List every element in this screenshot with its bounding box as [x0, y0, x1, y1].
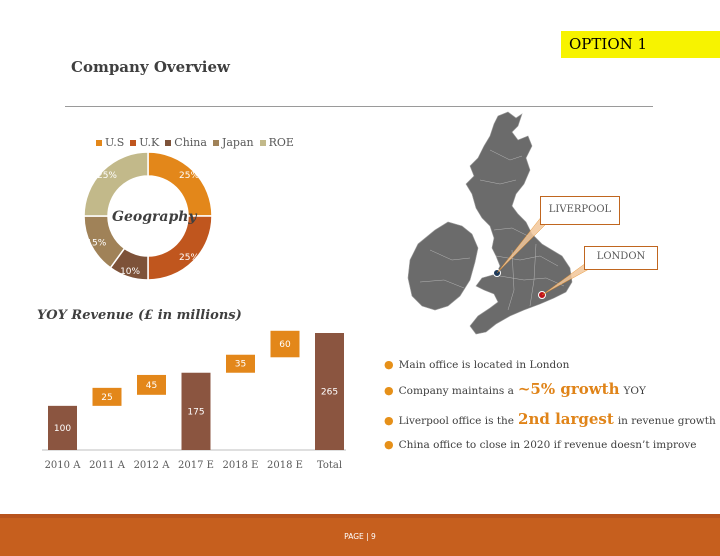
legend-swatch-uk — [130, 139, 137, 146]
waterfall-category-label: 2010 A — [45, 460, 82, 471]
waterfall-category-label: 2011 A — [89, 460, 126, 471]
donut-slice-label: 25% — [179, 171, 199, 181]
map-borders — [419, 149, 565, 311]
legend-swatch-japan — [212, 139, 219, 146]
waterfall-category-label: Total — [317, 460, 342, 471]
uk-ireland-map — [407, 111, 590, 335]
donut-slice-label: 25% — [179, 253, 199, 263]
legend-item-japan: Japan — [212, 136, 254, 149]
waterfall-category-label: 2017 E — [178, 460, 214, 471]
waterfall-delta-bar — [137, 374, 166, 395]
donut-slice-us — [147, 151, 213, 217]
legend-swatch-roe — [259, 139, 266, 146]
map-regions — [407, 111, 573, 335]
great-britain-shape — [465, 111, 573, 335]
legend-item-china: China — [165, 136, 207, 149]
bullet-dot-icon: ● — [384, 384, 394, 397]
waterfall-value-label: 100 — [54, 424, 71, 434]
page-title: Company Overview — [71, 58, 230, 76]
bullet-text: Company maintains a — [398, 385, 514, 397]
waterfall-category-label: 2012 A — [134, 460, 171, 471]
bullet-highlight: ~5% growth — [517, 380, 620, 398]
legend-item-us: U.S — [96, 136, 124, 149]
legend-item-uk: U.K — [130, 136, 159, 149]
legend-label-uk: U.K — [139, 136, 160, 149]
waterfall-total-bar — [48, 405, 77, 450]
london-callout-pointer — [541, 262, 590, 296]
bullet-item-china: ● China office to close in 2020 if reven… — [384, 438, 696, 451]
waterfall-value-label: 25 — [101, 393, 112, 403]
donut-slice-uk — [147, 215, 213, 281]
footer-accent-line — [0, 514, 720, 518]
footer-bar — [0, 518, 720, 556]
waterfall-total-bar — [315, 333, 344, 450]
legend-item-roe: ROE — [259, 136, 294, 149]
page-number: PAGE | 9 — [344, 532, 376, 541]
legend-swatch-us — [96, 139, 102, 146]
waterfall-total-bar — [181, 372, 211, 450]
bullet-item-growth: ● Company maintains a ~5% growth YOY — [384, 380, 646, 398]
bullet-text: Liverpool office is the — [398, 415, 515, 427]
legend-label-japan: Japan — [221, 136, 254, 149]
bullet-text: China office to close in 2020 if revenue… — [398, 439, 697, 451]
donut-slice-roe — [83, 151, 149, 217]
bullet-item-liverpool: ● Liverpool office is the 2nd largest in… — [384, 410, 716, 428]
waterfall-delta-bar — [226, 354, 255, 373]
donut-center-label: Geography — [112, 209, 197, 225]
donut-slice-label: 10% — [120, 267, 140, 277]
option-label: OPTION 1 — [561, 31, 720, 58]
legend-swatch-china — [165, 139, 172, 146]
donut-slice-label: 25% — [97, 171, 117, 181]
waterfall-delta-bar — [270, 330, 300, 358]
bullet-dot-icon: ● — [384, 358, 394, 371]
title-divider — [65, 106, 653, 107]
waterfall-category-label: 2018 E — [223, 460, 259, 471]
waterfall-value-label: 45 — [146, 381, 157, 391]
london-callout: LONDON — [584, 246, 658, 270]
bullet-dot-icon: ● — [384, 438, 394, 451]
geography-donut-chart: 25% 25% 10% 15% 25% — [83, 151, 213, 281]
waterfall-value-label: 35 — [235, 360, 246, 370]
bullet-highlight: 2nd largest — [518, 410, 614, 428]
revenue-chart-title: YOY Revenue (£ in millions) — [37, 308, 242, 323]
bullet-text: in revenue growth — [617, 415, 716, 427]
revenue-waterfall-chart: 100 25 45 175 35 60 265 2010 A 2011 A 2012 A 2017… — [42, 330, 346, 471]
legend-label-roe: ROE — [268, 136, 294, 149]
bullet-dot-icon: ● — [384, 414, 394, 427]
bullet-text: YOY — [623, 385, 646, 397]
waterfall-value-label: 60 — [279, 340, 291, 350]
legend-label-us: U.S — [105, 136, 125, 149]
donut-slice-label: 15% — [86, 238, 106, 248]
waterfall-value-label: 175 — [187, 407, 204, 417]
waterfall-delta-bar — [92, 387, 122, 406]
bullet-item-main-office: ● Main office is located in London — [384, 358, 569, 371]
ireland-shape — [407, 221, 479, 311]
liverpool-callout: LIVERPOOL — [540, 196, 620, 225]
geography-legend: U.S U.K China Japan ROE — [96, 136, 294, 149]
waterfall-value-label: 265 — [321, 388, 338, 398]
bullet-text: Main office is located in London — [398, 359, 570, 371]
waterfall-category-label: 2018 E — [267, 460, 303, 471]
legend-label-china: China — [174, 136, 207, 149]
